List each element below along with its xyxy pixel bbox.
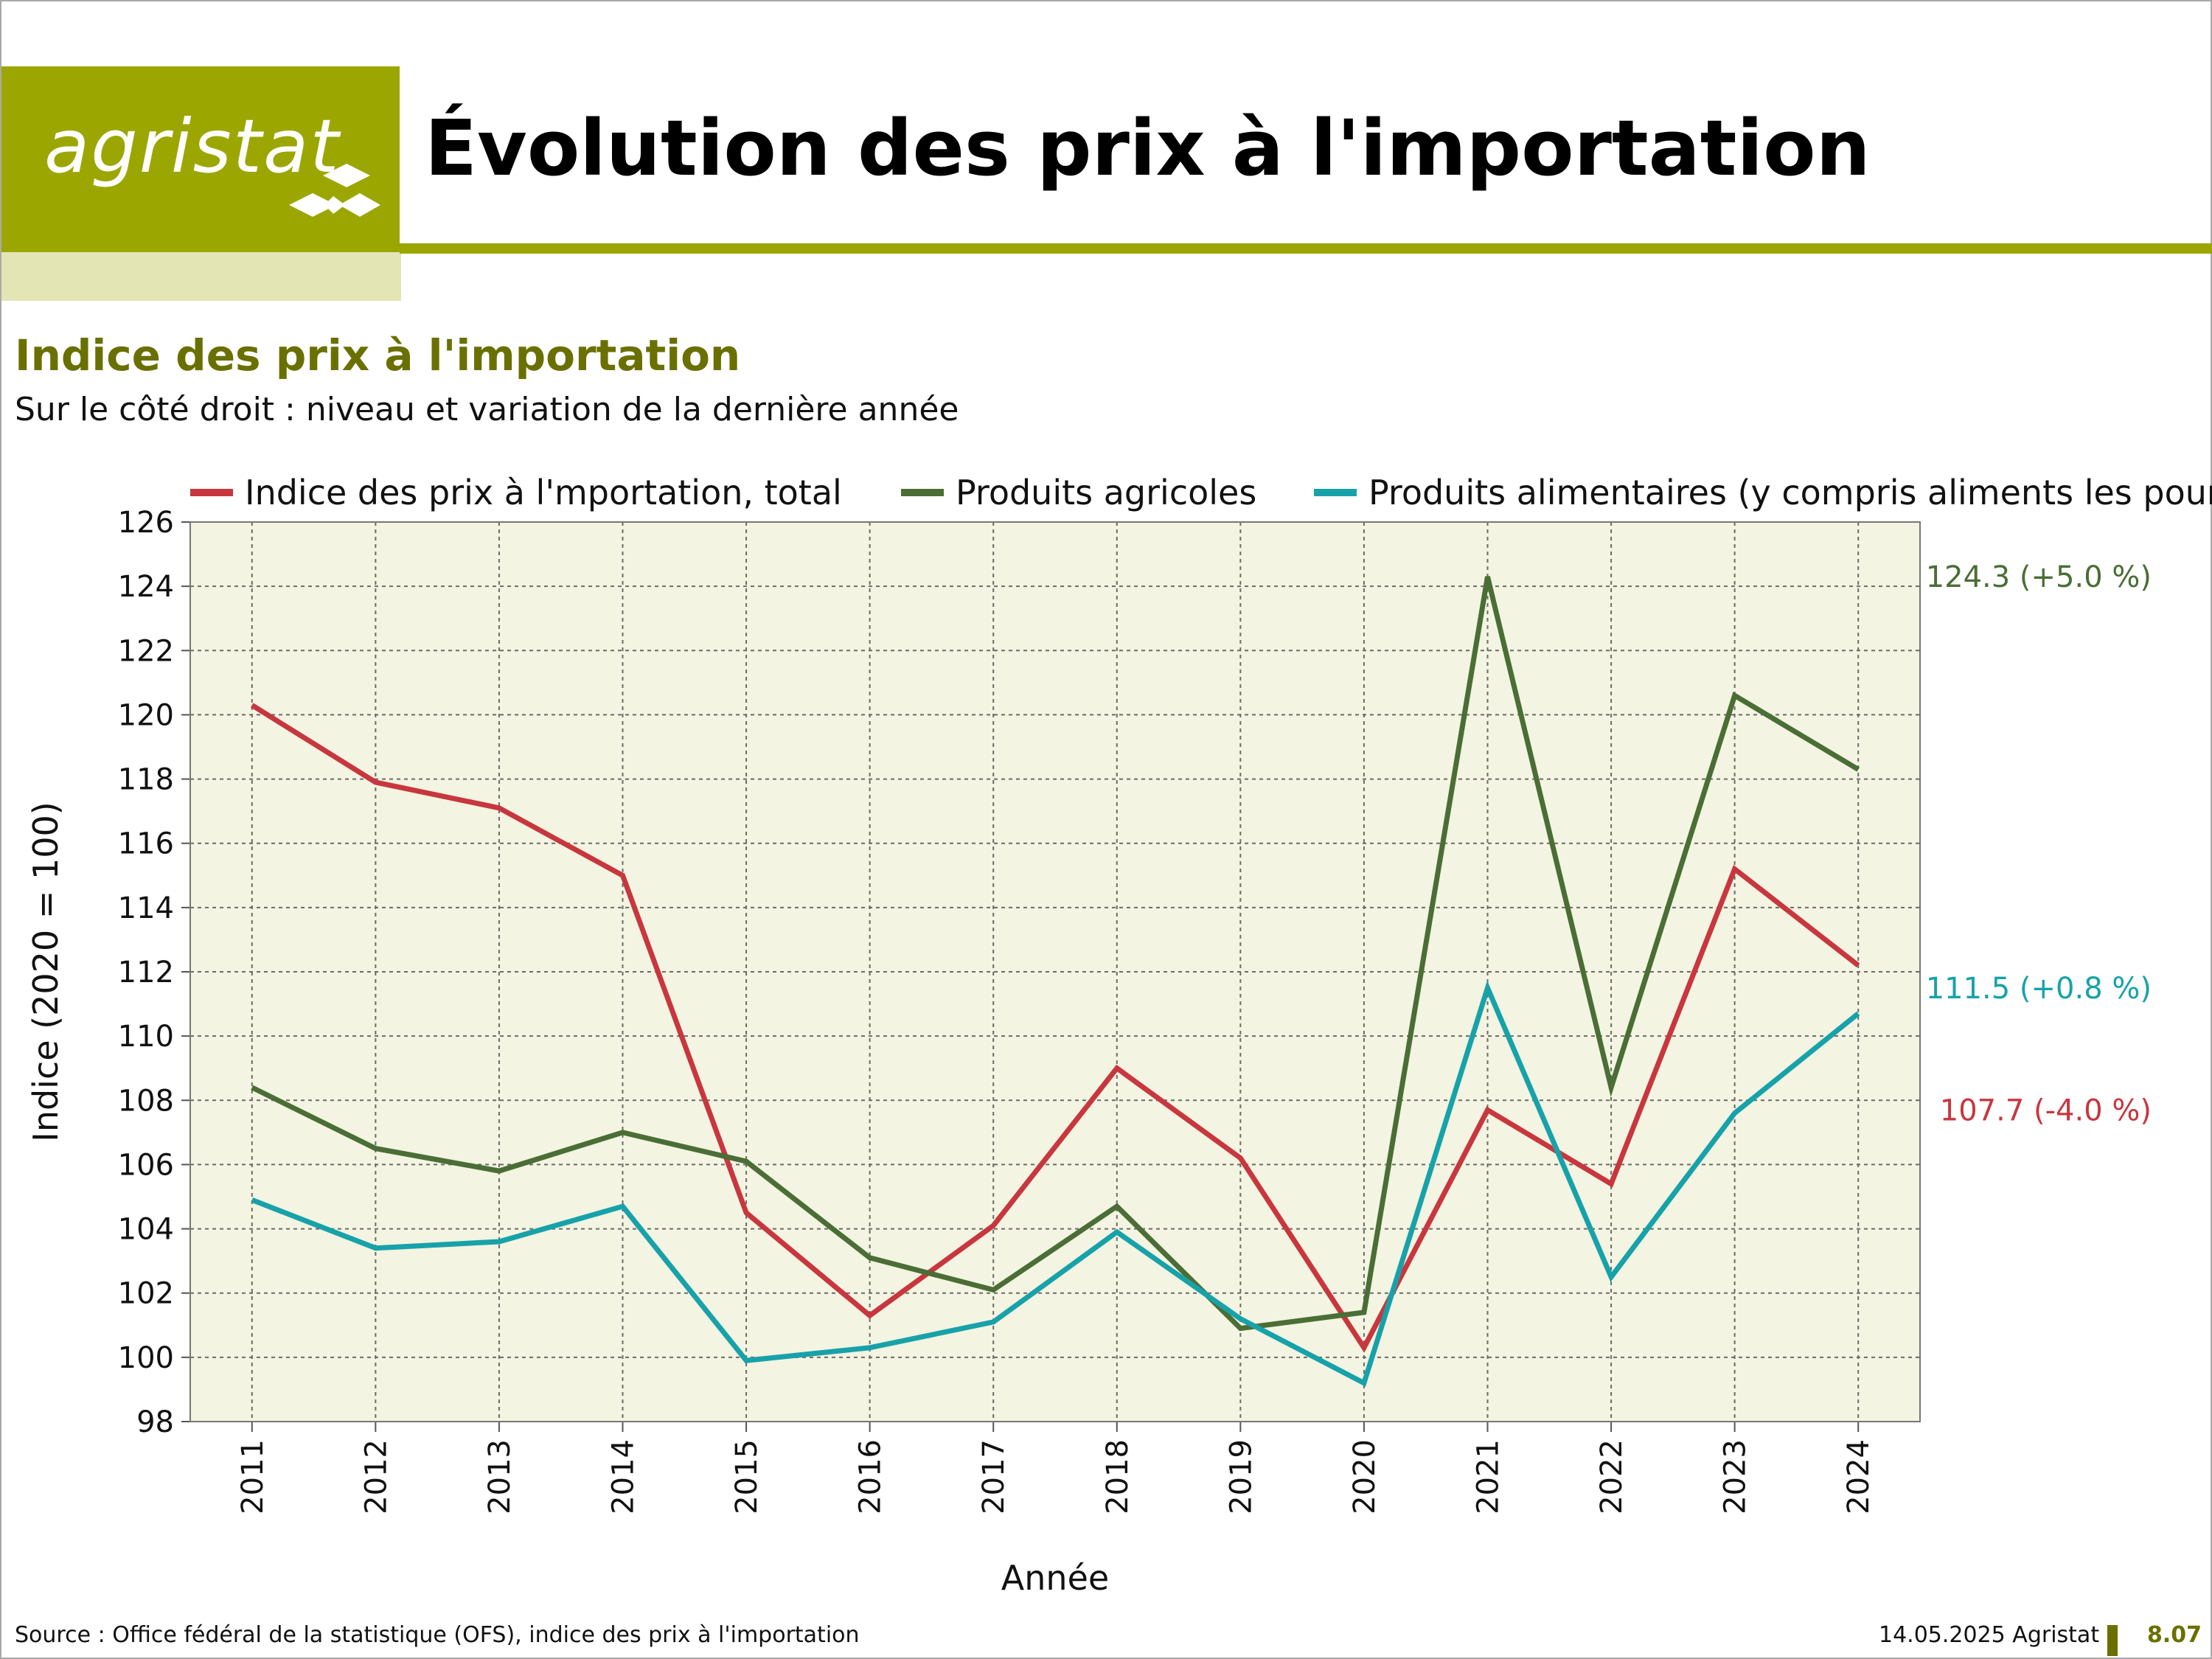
series-line-2: [251, 576, 1860, 1332]
x-tick-label: 2018: [1101, 1439, 1135, 1514]
page-title: Évolution des prix à l'importation: [425, 103, 1871, 193]
series-line-1: [250, 703, 1860, 1353]
y-tick-label: 122: [118, 634, 174, 668]
legend-label-3: Produits alimentaires (y compris aliment…: [1368, 473, 2212, 512]
page-number: 8.07: [2147, 1622, 2202, 1648]
logo-diamond-icon: [289, 164, 380, 217]
chart-title: Indice des prix à l'importation: [15, 330, 741, 380]
plot-border: [189, 521, 1921, 1422]
x-tick-label: 2011: [236, 1439, 270, 1514]
legend-label-2: Produits agricoles: [956, 473, 1256, 512]
end-label-3: 111.5 (+0.8 %): [1926, 972, 2152, 1006]
x-tick-label: 2015: [730, 1439, 764, 1514]
x-tick-label: 2017: [977, 1439, 1011, 1514]
y-tick-label: 98: [136, 1405, 174, 1439]
x-tick-label: 2013: [483, 1439, 517, 1514]
y-tick-label: 104: [118, 1213, 174, 1247]
y-tick-label: 124: [118, 570, 174, 604]
y-tick-label: 118: [118, 763, 174, 797]
series-line-3: [251, 980, 1860, 1387]
agristat-logo: [1, 66, 400, 252]
y-tick-label: 106: [118, 1148, 174, 1182]
y-tick-label: 114: [118, 891, 174, 925]
x-tick-label: 2014: [607, 1439, 641, 1514]
x-tick-label: 2012: [359, 1439, 393, 1514]
legend-label-1: Indice des prix à l'mportation, total: [245, 473, 842, 512]
y-tick-label: 126: [118, 506, 174, 540]
y-tick-label: 110: [118, 1020, 174, 1054]
x-axis-title: Année: [1001, 1558, 1109, 1598]
x-tick-label: 2021: [1472, 1439, 1506, 1514]
logo-underband: [1, 252, 401, 301]
chart-subtitle: Sur le côté droit : niveau et variation …: [15, 391, 959, 428]
y-tick-label: 112: [118, 956, 174, 990]
end-label-1: 107.7 (-4.0 %): [1940, 1093, 2152, 1127]
y-axis-title: Indice (2020 = 100): [26, 801, 66, 1141]
x-tick-label: 2023: [1719, 1439, 1753, 1514]
x-tick-label: 2024: [1842, 1439, 1876, 1514]
x-tick-label: 2016: [854, 1439, 888, 1514]
footer-date: 14.05.2025 Agristat: [1879, 1622, 2100, 1648]
y-tick-label: 120: [118, 698, 174, 732]
footer-divider: [2107, 1625, 2118, 1656]
y-tick-label: 100: [118, 1341, 174, 1375]
logo-text: agristat: [44, 103, 341, 189]
footer-source: Source : Office fédéral de la statistiqu…: [15, 1622, 860, 1648]
y-tick-label: 116: [118, 827, 174, 861]
x-tick-label: 2019: [1224, 1439, 1258, 1514]
header-rule: [400, 243, 2212, 254]
end-label-2: 124.3 (+5.0 %): [1926, 560, 2152, 594]
x-tick-label: 2020: [1348, 1439, 1382, 1514]
x-tick-label: 2022: [1595, 1439, 1629, 1514]
y-tick-label: 102: [118, 1277, 174, 1311]
y-tick-label: 108: [118, 1084, 174, 1118]
